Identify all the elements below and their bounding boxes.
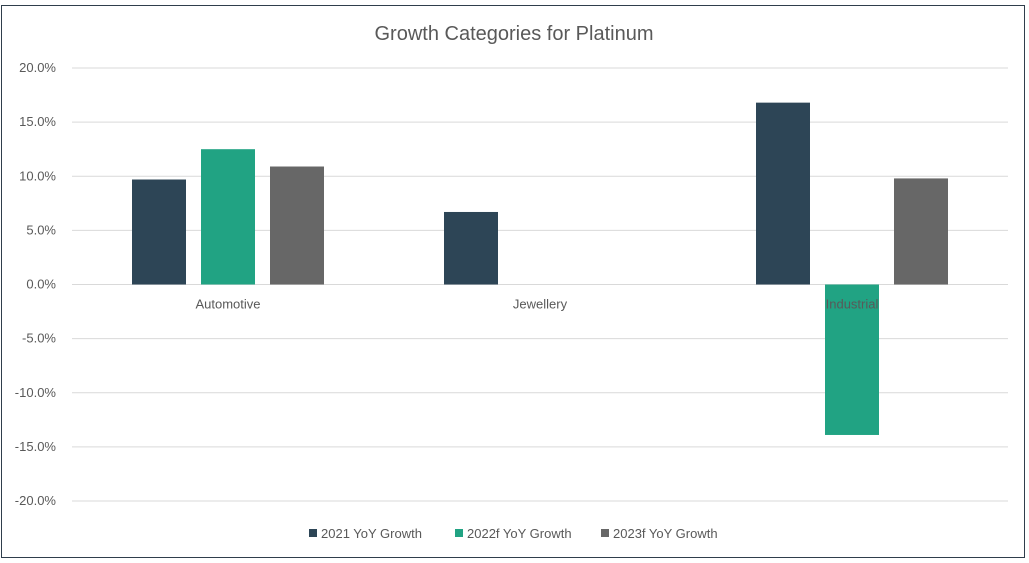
y-tick-label: 10.0%	[19, 168, 56, 183]
bar-industrial-series-1	[756, 102, 810, 285]
bar-jewellery-series-1	[444, 211, 498, 285]
category-label-jewellery: Jewellery	[513, 297, 568, 312]
bar-automotive-series-1	[132, 179, 186, 285]
y-tick-label: -5.0%	[22, 331, 56, 346]
category-label-industrial: Industrial	[826, 297, 879, 312]
y-axis-ticks: 20.0% 15.0% 10.0% 5.0% 0.0% -5.0% -10.0% -15.0%…	[15, 60, 57, 508]
chart-title: Growth Categories for Platinum	[374, 23, 653, 45]
legend-label: 2022f YoY Growth	[467, 526, 572, 541]
y-tick-label: 20.0%	[19, 60, 56, 75]
y-tick-label: 0.0%	[26, 277, 56, 292]
bar-industrial-series-3	[894, 178, 948, 285]
category-labels: Automotive Jewellery Industrial	[195, 297, 878, 312]
legend-swatch	[455, 529, 463, 537]
legend-label: 2021 YoY Growth	[321, 526, 422, 541]
bar-industrial-series-2	[825, 284, 879, 435]
y-tick-label: 5.0%	[26, 222, 56, 237]
category-label-automotive: Automotive	[195, 297, 260, 312]
legend: 2021 YoY Growth 2022f YoY Growth 2023f YoY…	[309, 526, 718, 541]
bar-automotive-series-3	[270, 166, 324, 285]
legend-swatch	[601, 529, 609, 537]
y-tick-label: -15.0%	[15, 439, 57, 454]
bars	[132, 102, 948, 435]
y-tick-label: 15.0%	[19, 114, 56, 129]
bar-automotive-series-2	[201, 149, 255, 285]
legend-label: 2023f YoY Growth	[613, 526, 718, 541]
y-tick-label: -20.0%	[15, 493, 57, 508]
y-tick-label: -10.0%	[15, 385, 57, 400]
legend-swatch	[309, 529, 317, 537]
